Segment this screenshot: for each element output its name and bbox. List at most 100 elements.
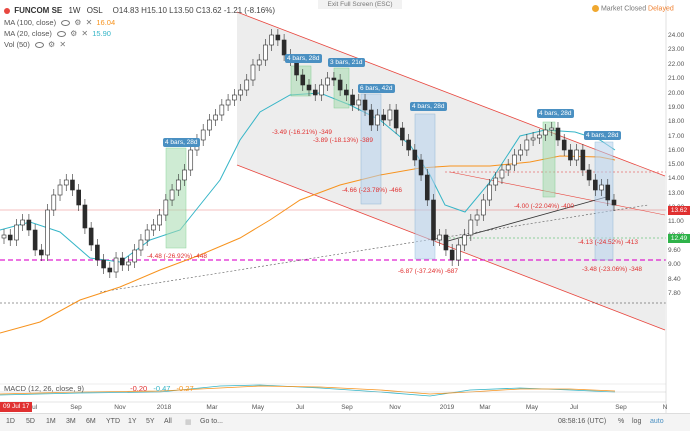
- change-label-6: -4.00 (-22.04%) -400: [514, 203, 574, 210]
- candle-body: [312, 89, 318, 96]
- auto-toggle[interactable]: auto: [650, 418, 664, 425]
- close-icon[interactable]: ✕: [85, 18, 93, 27]
- clock-icon: [592, 5, 599, 12]
- range-1y[interactable]: 1Y: [128, 418, 137, 425]
- percent-toggle[interactable]: %: [618, 418, 625, 425]
- candle-body: [524, 139, 530, 151]
- candle-body: [375, 114, 380, 126]
- symbol-header: FUNCOM SE 1W OSL O14.83 H15.10 L13.50 C1…: [4, 6, 275, 16]
- candle-body: [418, 159, 424, 176]
- macd-v3: -0.27: [176, 384, 194, 393]
- candle-body: [132, 249, 138, 263]
- time-tick: Nov: [389, 404, 401, 411]
- eye-icon[interactable]: [61, 20, 71, 27]
- candle-body: [238, 89, 243, 96]
- price-tick: 9.60: [668, 247, 681, 254]
- log-toggle[interactable]: log: [632, 418, 642, 425]
- range-3m[interactable]: 3M: [66, 418, 76, 425]
- indicator-vol[interactable]: Vol (50) ⚙ ✕: [4, 40, 66, 50]
- candle-body: [82, 204, 88, 229]
- candle-body: [63, 179, 69, 186]
- price-tick: 7.80: [668, 290, 681, 297]
- range-ytd[interactable]: YTD: [106, 418, 120, 425]
- bars-box-1: 4 bars, 28d: [163, 138, 200, 147]
- gear-icon[interactable]: ⚙: [48, 40, 56, 49]
- candle-body: [126, 261, 131, 266]
- gear-icon[interactable]: ⚙: [70, 29, 78, 38]
- candle-body: [549, 127, 555, 131]
- time-tick: 2019: [439, 404, 455, 411]
- bars-box-5: 4 bars, 28d: [410, 102, 447, 111]
- time-tick: May: [251, 404, 265, 411]
- range-1d[interactable]: 1D: [6, 418, 15, 425]
- candle-body: [213, 114, 218, 121]
- bars-box-6: 4 bars, 28d: [537, 109, 574, 118]
- eye-icon[interactable]: [34, 42, 44, 49]
- range-5d[interactable]: 5D: [26, 418, 35, 425]
- interval[interactable]: 1W: [68, 6, 81, 15]
- candle-body: [107, 267, 113, 273]
- candle-body: [250, 64, 256, 81]
- candle-body: [462, 234, 467, 246]
- calendar-icon[interactable]: ▦: [185, 419, 192, 426]
- candle-body: [406, 139, 411, 151]
- candle-body: [225, 99, 231, 106]
- indicator-label: Vol (50): [4, 40, 30, 49]
- range-1m[interactable]: 1M: [46, 418, 56, 425]
- bars-box-3: 3 bars, 21d: [328, 58, 365, 67]
- candle-body: [281, 39, 287, 56]
- indicator-ma100[interactable]: MA (100, close) ⚙ ✕ 16.04: [4, 18, 115, 28]
- candle-body: [474, 214, 480, 221]
- symbol-name[interactable]: FUNCOM SE: [14, 6, 63, 15]
- candle-body: [537, 134, 542, 139]
- macd-label: MACD (12, 26, close, 9): [4, 384, 85, 393]
- candlesticks: [1, 29, 617, 278]
- candle-body: [424, 174, 430, 201]
- candle-body: [574, 149, 579, 161]
- exit-full-screen-button[interactable]: Exit Full Screen (ESC): [318, 0, 402, 9]
- channel-mid: [449, 171, 666, 216]
- candle-body: [256, 59, 262, 66]
- time-tick: Sep: [341, 404, 353, 411]
- change-label-5: -6.87 (-37.24%) -687: [398, 268, 458, 275]
- candle-body: [611, 199, 617, 206]
- candle-body: [95, 244, 100, 261]
- candle-body: [400, 127, 405, 141]
- price-tick: 20.00: [668, 90, 685, 97]
- price-tick: 24.00: [668, 32, 685, 39]
- candle-body: [119, 257, 125, 266]
- range-all[interactable]: All: [164, 418, 172, 425]
- candle-body: [412, 149, 418, 161]
- candle-body: [113, 257, 119, 273]
- market-status-note: Delayed: [648, 5, 674, 13]
- candle-body: [1, 234, 7, 239]
- candle-body: [381, 114, 386, 121]
- time-tick: Nov: [114, 404, 126, 411]
- time-tick: Sep: [615, 404, 627, 411]
- candle-body: [437, 234, 443, 241]
- time-tick: N: [662, 404, 668, 411]
- channel-upper: [236, 11, 666, 177]
- exchange: OSL: [86, 6, 103, 15]
- bars-box-7: 4 bars, 28d: [584, 131, 621, 140]
- rising-trend-solid: [447, 195, 611, 242]
- candle-body: [51, 194, 57, 211]
- range-6m[interactable]: 6M: [86, 418, 96, 425]
- gear-icon[interactable]: ⚙: [74, 18, 82, 27]
- candle-body: [480, 199, 486, 216]
- candle-body: [300, 74, 306, 86]
- candle-body: [580, 149, 586, 171]
- close-icon[interactable]: ✕: [59, 40, 67, 49]
- close-icon[interactable]: ✕: [81, 29, 89, 38]
- candle-body: [586, 169, 592, 181]
- range-5y[interactable]: 5Y: [146, 418, 155, 425]
- goto-button[interactable]: Go to...: [200, 418, 223, 425]
- eye-icon[interactable]: [57, 31, 67, 38]
- candle-body: [505, 164, 511, 171]
- indicator-ma20[interactable]: MA (20, close) ⚙ ✕ 15.90: [4, 29, 111, 39]
- macd-legend[interactable]: MACD (12, 26, close, 9) -0.20 -0.47 -0.2…: [4, 384, 194, 394]
- candle-body: [76, 189, 81, 206]
- candle-body: [512, 154, 517, 166]
- candle-body: [443, 234, 449, 251]
